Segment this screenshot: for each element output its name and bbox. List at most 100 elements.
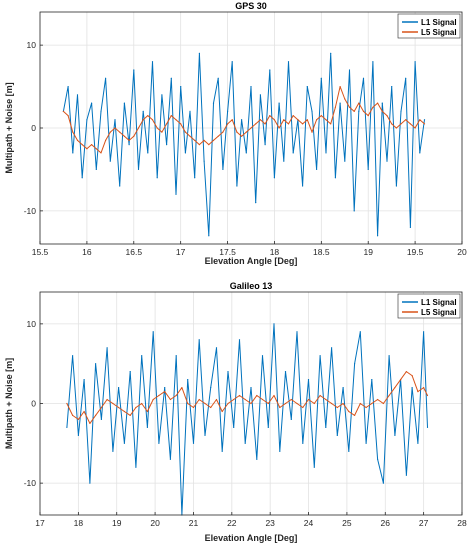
- data-point: [367, 168, 369, 170]
- data-point: [181, 387, 183, 389]
- data-point: [83, 379, 85, 381]
- data-point: [164, 387, 166, 389]
- data-point: [372, 61, 374, 63]
- data-point: [311, 110, 313, 112]
- data-point: [66, 402, 68, 405]
- data-point: [417, 442, 419, 444]
- data-point: [255, 202, 257, 204]
- chart-title: Galileo 13: [230, 281, 273, 291]
- data-point: [166, 123, 168, 125]
- data-point: [244, 442, 246, 444]
- data-point: [292, 152, 294, 154]
- y-tick-label: 0: [31, 123, 36, 133]
- data-point: [358, 102, 360, 104]
- legend-label: L5 Signal: [421, 308, 457, 317]
- data-point: [152, 398, 154, 401]
- data-point: [86, 119, 88, 121]
- data-point: [141, 355, 143, 357]
- data-point: [231, 61, 233, 63]
- data-point: [325, 119, 327, 121]
- data-point: [106, 398, 108, 401]
- data-point: [261, 355, 264, 357]
- data-point: [67, 86, 69, 88]
- series-line-l1-signal: [62, 52, 425, 237]
- data-point: [395, 127, 397, 129]
- data-point: [423, 331, 425, 333]
- data-point: [284, 371, 287, 373]
- x-tick-label: 19.5: [407, 247, 424, 257]
- data-point: [353, 210, 355, 212]
- data-point: [184, 131, 186, 133]
- data-point: [100, 152, 102, 154]
- data-point: [118, 387, 120, 389]
- data-point: [169, 398, 171, 401]
- data-point: [72, 414, 74, 416]
- data-point: [319, 394, 321, 397]
- data-point: [180, 86, 182, 88]
- legend-label: L1 Signal: [421, 18, 457, 27]
- series-line-l5-signal: [66, 371, 428, 424]
- data-point: [72, 152, 74, 154]
- data-point: [233, 398, 235, 401]
- data-point: [109, 131, 111, 133]
- data-point: [66, 426, 68, 428]
- data-point: [129, 414, 131, 416]
- x-tick-label: 24: [304, 518, 314, 528]
- data-point: [245, 152, 247, 154]
- data-point: [296, 402, 298, 405]
- data-point: [292, 115, 294, 117]
- data-point: [203, 139, 205, 141]
- series-line-l5-signal: [63, 86, 425, 154]
- data-point: [279, 406, 281, 409]
- x-tick-label: 18.5: [313, 247, 330, 257]
- data-point: [250, 127, 252, 129]
- data-point: [133, 69, 135, 71]
- data-point: [316, 119, 318, 121]
- data-point: [362, 110, 365, 112]
- data-point: [95, 148, 97, 150]
- data-point: [423, 387, 425, 389]
- data-point: [283, 119, 285, 121]
- data-point: [62, 110, 64, 112]
- data-point: [146, 410, 148, 413]
- data-point: [72, 131, 74, 133]
- legend-box: [397, 293, 461, 319]
- data-point: [411, 387, 413, 389]
- data-point: [381, 102, 383, 104]
- data-point: [359, 331, 361, 333]
- data-point: [348, 410, 350, 413]
- data-point: [83, 410, 85, 413]
- data-point: [215, 347, 218, 349]
- data-point: [141, 402, 143, 405]
- data-point: [222, 168, 224, 170]
- data-point: [405, 77, 407, 79]
- data-point: [147, 152, 149, 154]
- data-point: [215, 398, 218, 401]
- data-point: [204, 402, 206, 405]
- data-point: [151, 61, 154, 63]
- data-point: [358, 110, 360, 112]
- data-point: [221, 410, 223, 413]
- data-point: [123, 410, 125, 413]
- data-point: [426, 426, 429, 428]
- data-point: [284, 402, 287, 405]
- data-point: [187, 402, 189, 405]
- data-point: [423, 123, 426, 125]
- data-point: [400, 379, 402, 381]
- data-point: [147, 115, 149, 117]
- x-tick-label: 26: [381, 518, 391, 528]
- data-point: [426, 394, 429, 397]
- x-tick-label: 19: [363, 247, 373, 257]
- data-point: [135, 406, 137, 409]
- data-point: [386, 115, 388, 117]
- data-point: [89, 482, 91, 484]
- data-point: [269, 115, 271, 117]
- data-point: [175, 193, 177, 195]
- data-point: [123, 442, 125, 444]
- data-point: [290, 418, 292, 420]
- data-point: [194, 177, 196, 179]
- data-point: [194, 139, 196, 141]
- data-point: [307, 379, 310, 381]
- data-point: [236, 185, 238, 187]
- data-point: [409, 123, 411, 125]
